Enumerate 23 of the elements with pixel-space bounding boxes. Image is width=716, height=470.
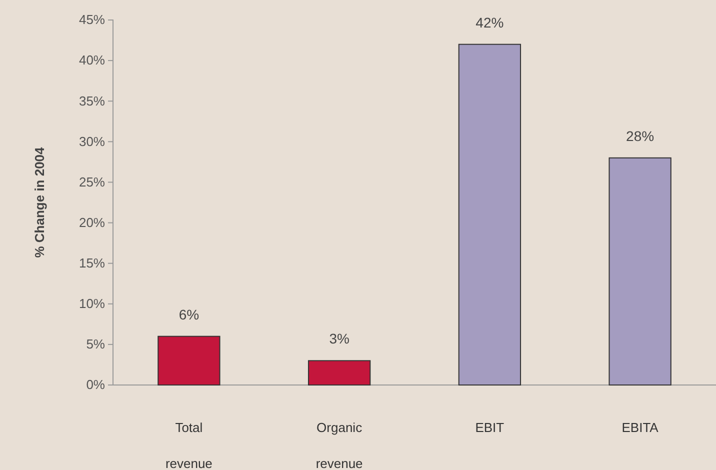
category-label: Total revenue <box>165 420 212 470</box>
data-label: 28% <box>626 128 654 144</box>
x-tick-label: EBIT <box>475 420 504 435</box>
y-tick-label: 5% <box>86 336 106 352</box>
category-label: Organic revenue <box>316 420 363 470</box>
y-tick-label: 15% <box>78 255 106 270</box>
bar <box>308 360 371 386</box>
x-tick-label: EBITA <box>622 420 659 435</box>
y-tick-label: 10% <box>78 296 106 312</box>
y-tick-label: 45% <box>78 12 106 28</box>
bar <box>158 336 220 386</box>
y-tick-label: 40% <box>78 52 106 68</box>
y-tick-label: 35% <box>78 93 106 108</box>
data-label: 6% <box>178 306 200 322</box>
y-tick-label: 25% <box>78 174 106 190</box>
y-tick-label: 20% <box>78 214 106 230</box>
bar <box>608 157 672 386</box>
data-label: 3% <box>329 330 350 347</box>
bar <box>458 44 522 386</box>
y-tick-label: 0% <box>86 377 106 392</box>
y-axis-title: % Change in 2004 <box>32 146 47 258</box>
y-tick-label: 30% <box>78 134 106 149</box>
data-label: 42% <box>476 14 504 30</box>
